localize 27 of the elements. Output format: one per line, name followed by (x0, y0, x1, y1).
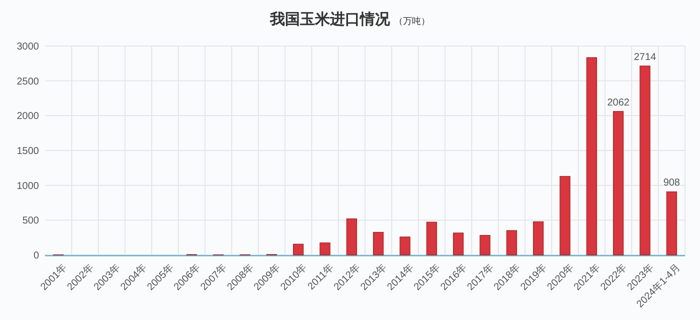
y-tick-label: 2500 (16, 76, 40, 88)
chart-subtitle: （万吨） (394, 16, 430, 27)
bar (640, 66, 650, 256)
y-tick-label: 3000 (16, 42, 40, 52)
data-label: 908 (663, 178, 680, 189)
data-label: 2714 (634, 52, 657, 63)
y-tick-label: 0 (33, 250, 40, 262)
y-tick-label: 2000 (16, 111, 40, 122)
bar (453, 232, 464, 256)
bar (480, 235, 490, 256)
bar (560, 176, 570, 256)
bar (346, 218, 357, 256)
y-tick-label: 1500 (16, 146, 40, 157)
bar (586, 57, 597, 256)
bar (533, 221, 544, 256)
bar (293, 244, 304, 256)
bar (613, 111, 624, 256)
y-tick-label: 1000 (16, 180, 40, 192)
bar (426, 222, 437, 256)
bar (320, 242, 330, 256)
y-tick-label: 500 (22, 216, 40, 227)
data-label: 2062 (607, 97, 630, 108)
bar (506, 230, 517, 256)
bar (400, 236, 410, 256)
chart-title: 我国玉米进口情况 (270, 10, 390, 28)
bar (373, 232, 384, 256)
bar (666, 191, 677, 256)
